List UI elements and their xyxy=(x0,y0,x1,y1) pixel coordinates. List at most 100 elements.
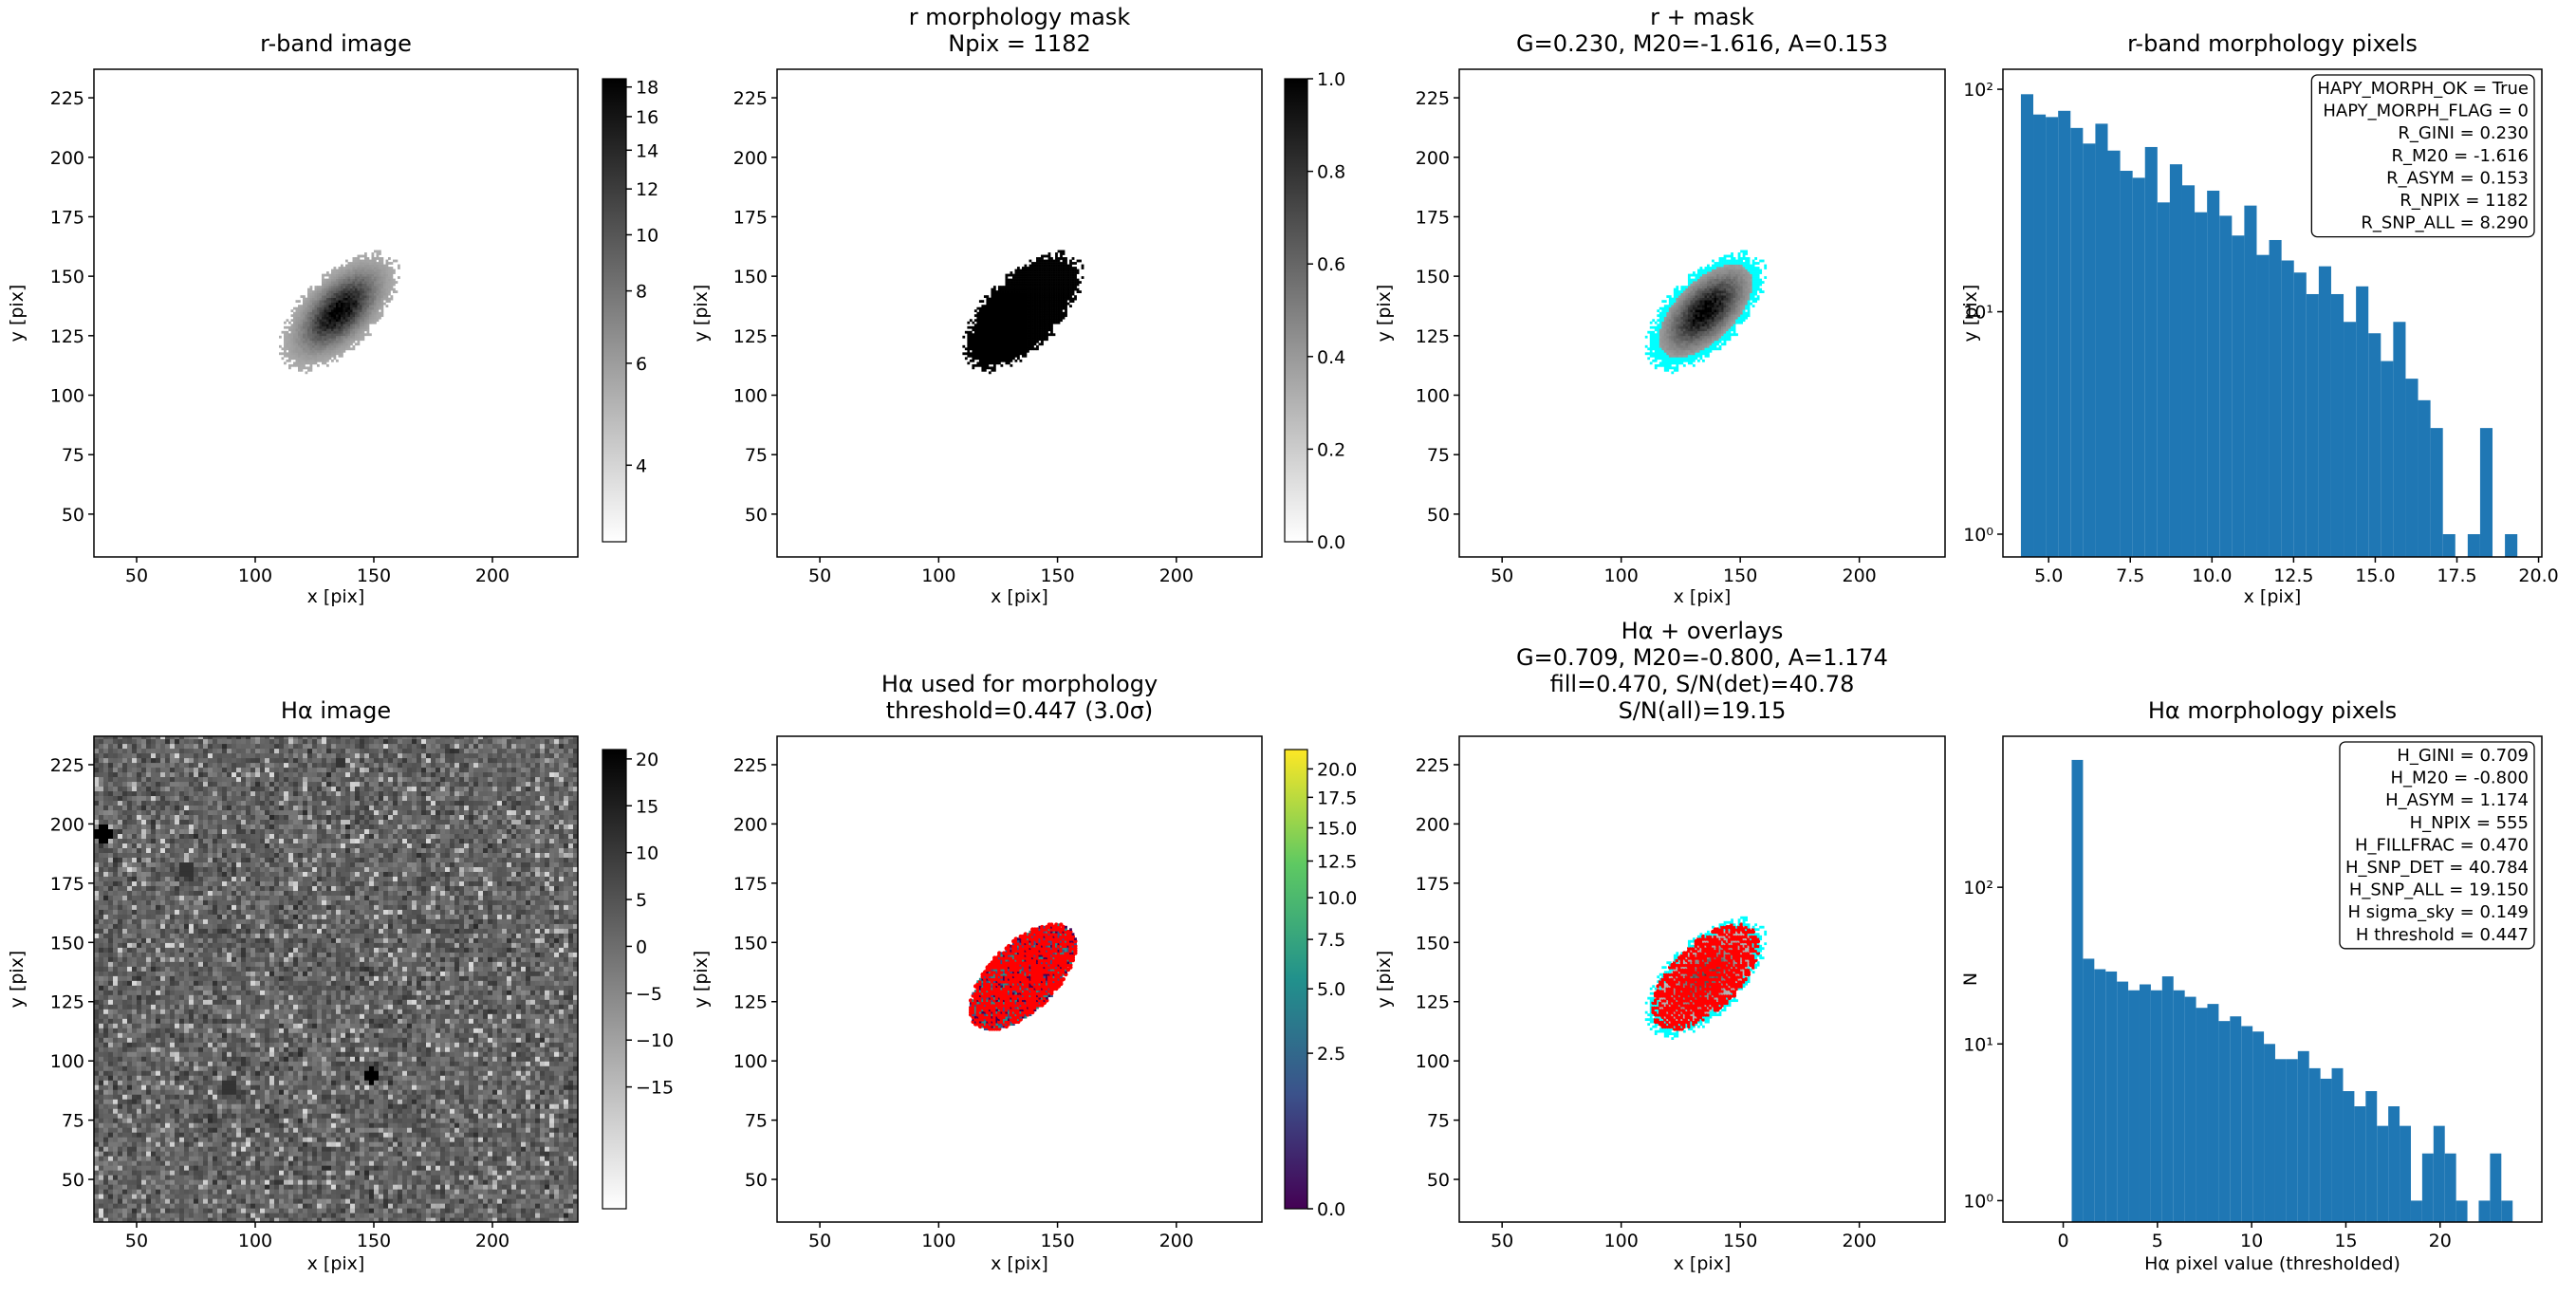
pixel xyxy=(1060,314,1063,318)
pixel xyxy=(94,1065,100,1071)
pixel xyxy=(331,316,334,320)
pixel xyxy=(1751,300,1755,304)
pixel xyxy=(360,305,362,308)
pixel xyxy=(341,335,343,339)
pixel xyxy=(350,276,353,279)
pixel xyxy=(317,340,320,343)
pixel xyxy=(317,347,320,351)
pixel xyxy=(357,306,361,310)
pixel xyxy=(1712,340,1714,343)
pixel xyxy=(1036,267,1039,269)
pixel xyxy=(1033,316,1037,320)
pixel xyxy=(986,309,990,313)
pixel xyxy=(1076,283,1080,287)
pixel xyxy=(360,328,362,332)
pixel xyxy=(976,361,980,365)
pixel xyxy=(380,273,384,277)
pixel xyxy=(1692,325,1696,329)
pixel xyxy=(309,368,313,372)
pixel xyxy=(973,347,977,351)
pixel xyxy=(1726,278,1729,282)
pixel xyxy=(300,325,304,329)
pixel xyxy=(361,292,365,296)
pixel xyxy=(1728,309,1732,313)
pixel xyxy=(1065,264,1067,268)
pixel xyxy=(103,994,109,1000)
pixel xyxy=(1740,305,1743,308)
pixel xyxy=(108,1070,114,1076)
pixel xyxy=(1029,330,1032,334)
pixel xyxy=(1699,314,1703,318)
pixel xyxy=(1033,328,1037,332)
pixel xyxy=(1062,292,1066,296)
pixel xyxy=(345,273,348,277)
pixel xyxy=(1671,354,1675,358)
pixel xyxy=(380,309,384,313)
pixel xyxy=(317,357,320,361)
pixel xyxy=(284,361,287,365)
pixel xyxy=(364,309,367,313)
pixel xyxy=(1687,283,1691,287)
pixel xyxy=(1654,352,1658,356)
pixel xyxy=(99,1165,104,1171)
pixel xyxy=(113,847,119,853)
pixel xyxy=(364,281,367,284)
pixel xyxy=(1671,338,1675,342)
pixel xyxy=(1677,335,1681,339)
pixel xyxy=(1714,347,1717,351)
pixel xyxy=(1692,330,1696,334)
pixel xyxy=(307,338,310,342)
pixel xyxy=(350,333,353,337)
pixel xyxy=(317,297,320,301)
pixel xyxy=(364,314,367,318)
pixel xyxy=(338,344,342,348)
pixel xyxy=(1687,347,1691,351)
pixel xyxy=(312,292,315,296)
pixel xyxy=(1733,287,1736,291)
pixel xyxy=(331,292,334,296)
pixel xyxy=(352,259,356,263)
pixel xyxy=(1682,287,1686,291)
pixel xyxy=(341,292,343,296)
pixel xyxy=(1066,297,1070,301)
pixel xyxy=(312,357,315,361)
pixel xyxy=(99,809,104,816)
pixel xyxy=(352,340,356,343)
pixel xyxy=(1036,316,1039,320)
pixel xyxy=(1721,305,1724,308)
pixel xyxy=(300,328,304,332)
pixel xyxy=(1652,338,1656,342)
pixel xyxy=(361,262,365,265)
pixel xyxy=(1038,305,1042,308)
pixel xyxy=(1716,340,1719,343)
pixel xyxy=(1007,349,1010,353)
pixel xyxy=(1723,278,1727,282)
pixel xyxy=(326,352,329,356)
pixel xyxy=(103,1089,109,1095)
y-tick-label: 225 xyxy=(733,88,768,109)
pixel xyxy=(973,352,977,356)
pixel xyxy=(1036,325,1039,329)
pixel xyxy=(333,347,337,351)
pixel xyxy=(1062,297,1066,301)
pixel xyxy=(347,264,351,268)
pixel xyxy=(1676,340,1679,343)
pixel xyxy=(1016,328,1020,332)
pixel xyxy=(1069,287,1072,291)
pixel xyxy=(1663,343,1667,346)
pixel xyxy=(328,278,332,282)
pixel xyxy=(333,354,337,358)
pixel xyxy=(1707,264,1710,268)
pixel xyxy=(333,352,337,356)
pixel xyxy=(1657,354,1660,358)
pixel xyxy=(312,354,315,358)
pixel xyxy=(103,1137,109,1142)
pixel xyxy=(1702,276,1705,279)
pixel xyxy=(324,354,327,358)
pixel xyxy=(1074,297,1077,301)
pixel xyxy=(1666,366,1670,370)
pixel xyxy=(303,314,306,318)
pixel xyxy=(333,292,337,296)
pixel xyxy=(305,347,308,351)
pixel xyxy=(1740,286,1743,288)
